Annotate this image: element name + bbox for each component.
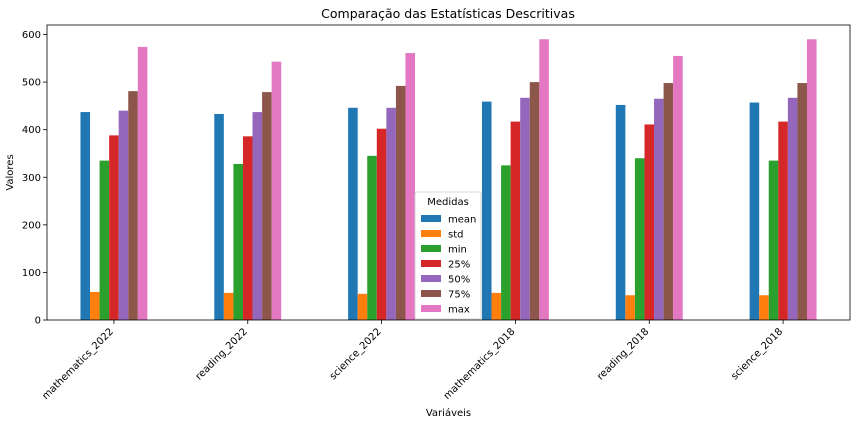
chart-title: Comparação das Estatísticas Descritivas (321, 6, 575, 21)
legend-swatch (421, 230, 441, 237)
bar-std-mathematics_2022 (90, 291, 100, 320)
y-tick-label: 100 (22, 268, 41, 279)
bar-50pct-science_2018 (787, 97, 798, 320)
bar-50pct-reading_2018 (654, 98, 664, 320)
x-axis-title: Variáveis (426, 407, 471, 419)
bar-75pct-science_2018 (797, 83, 807, 320)
bar-std-science_2018 (759, 295, 769, 320)
x-tick-label: science_2022 (328, 326, 384, 382)
legend: Medidas mean std min 25% 50% 75% max (414, 191, 482, 320)
bar-max-mathematics_2022 (137, 46, 148, 321)
legend-label: 50% (448, 275, 470, 286)
y-tick-label: 0 (35, 316, 41, 327)
legend-label: std (448, 230, 463, 241)
legend-label: max (448, 305, 470, 316)
bar-75pct-reading_2022 (262, 92, 272, 320)
x-tick-label: science_2018 (729, 326, 785, 382)
bar-75pct-mathematics_2022 (128, 91, 138, 320)
x-tick-label: reading_2018 (595, 326, 651, 382)
bar-mean-reading_2018 (615, 104, 626, 320)
y-tick-label: 500 (22, 78, 41, 89)
legend-swatch (421, 260, 441, 267)
legend-box (414, 191, 482, 320)
legend-swatch (421, 275, 441, 282)
bar-std-reading_2018 (625, 295, 635, 320)
bar-25pct-science_2018 (778, 121, 788, 320)
bar-max-reading_2018 (673, 55, 683, 320)
bar-mean-science_2022 (348, 107, 358, 321)
legend-label: mean (448, 215, 476, 226)
y-tick-label: 200 (22, 220, 41, 231)
bar-50pct-mathematics_2018 (520, 97, 530, 320)
legend-swatch (421, 305, 441, 312)
x-axis: mathematics_2022 reading_2022 science_2022… (40, 320, 785, 402)
bars-group (80, 39, 817, 321)
legend-swatch (421, 215, 441, 222)
legend-items: mean std min 25% 50% 75% max (421, 215, 476, 316)
bar-min-reading_2022 (233, 163, 243, 320)
bar-25pct-science_2022 (376, 128, 387, 320)
bar-75pct-mathematics_2018 (529, 82, 540, 320)
bar-50pct-science_2022 (386, 107, 396, 321)
bar-min-science_2018 (768, 160, 779, 320)
bar-max-science_2022 (405, 53, 416, 321)
y-tick-label: 300 (22, 173, 41, 184)
x-tick-label: mathematics_2022 (40, 326, 116, 402)
bar-75pct-science_2022 (395, 85, 406, 320)
bar-max-reading_2022 (271, 61, 282, 321)
y-axis: 0 100 200 300 400 500 600 (22, 30, 47, 327)
bar-min-mathematics_2018 (501, 165, 511, 320)
bar-25pct-reading_2022 (242, 136, 253, 320)
bar-min-reading_2018 (634, 158, 645, 320)
bar-min-science_2022 (367, 155, 377, 320)
bar-mean-reading_2022 (214, 113, 224, 321)
legend-label: 25% (448, 260, 470, 271)
bar-50pct-reading_2022 (252, 112, 263, 321)
bar-25pct-mathematics_2018 (510, 121, 521, 320)
legend-label: 75% (448, 290, 470, 301)
bar-75pct-reading_2018 (663, 83, 674, 320)
legend-swatch (421, 290, 441, 297)
bar-std-science_2022 (357, 293, 368, 320)
legend-swatch (421, 245, 441, 252)
bar-mean-mathematics_2022 (80, 112, 91, 321)
bar-min-mathematics_2022 (99, 160, 110, 320)
bar-25pct-mathematics_2022 (109, 135, 119, 320)
x-tick-label: reading_2022 (194, 326, 250, 382)
legend-label: min (448, 245, 467, 256)
bar-25pct-reading_2018 (644, 124, 655, 321)
bar-50pct-mathematics_2022 (118, 110, 129, 320)
bar-max-mathematics_2018 (539, 39, 549, 320)
bar-mean-mathematics_2018 (481, 101, 492, 321)
x-tick-label: mathematics_2018 (442, 326, 518, 402)
bar-std-mathematics_2018 (491, 292, 502, 320)
bar-mean-science_2018 (749, 102, 760, 320)
bar-std-reading_2022 (223, 292, 234, 320)
legend-title: Medidas (427, 197, 469, 208)
y-tick-label: 400 (22, 125, 41, 136)
y-axis-title: Valores (5, 154, 16, 190)
plot-frame (46, 24, 851, 321)
bar-max-science_2018 (806, 39, 817, 320)
y-tick-label: 600 (22, 30, 41, 41)
